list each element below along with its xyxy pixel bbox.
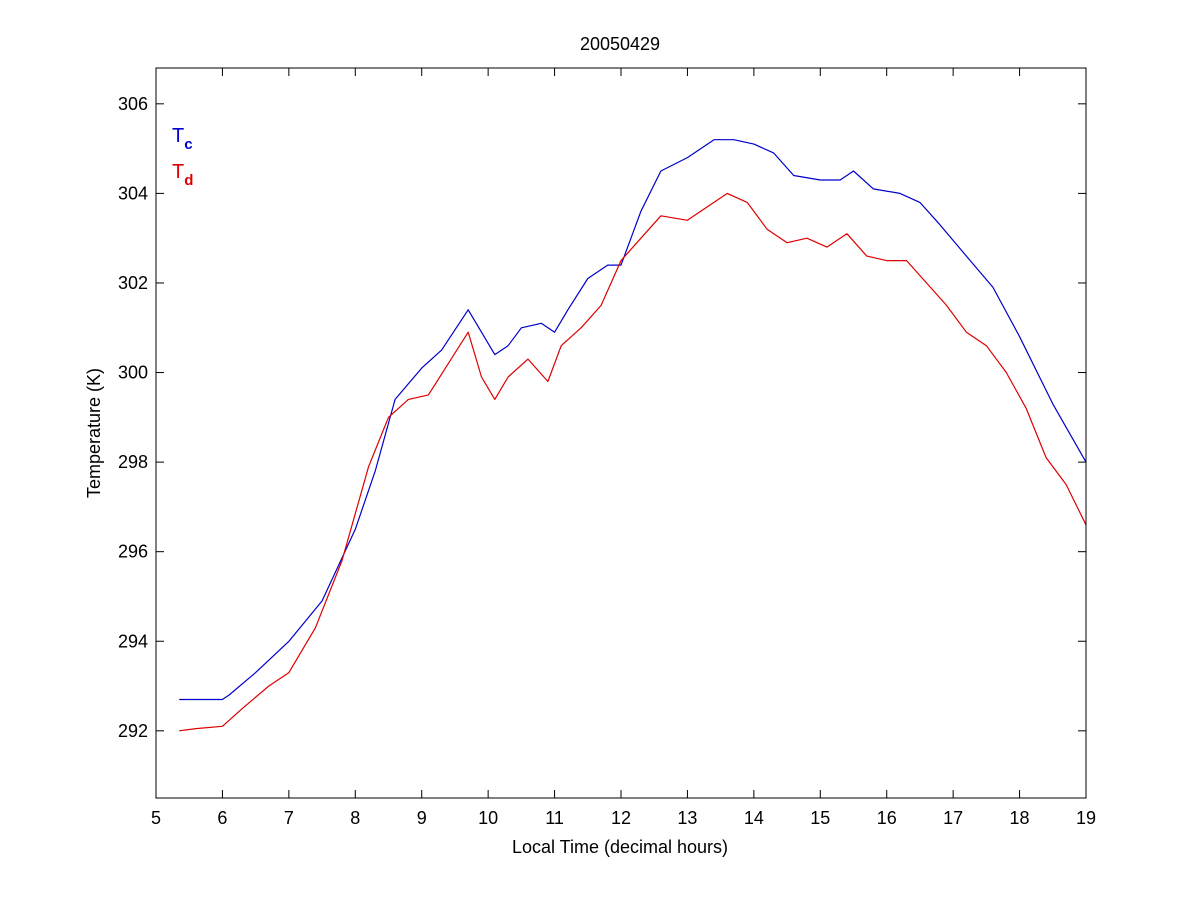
- legend-tc-subscript: c: [184, 136, 192, 153]
- y-tick-label: 302: [118, 273, 148, 293]
- x-tick-label: 15: [810, 808, 830, 828]
- x-tick-label: 5: [151, 808, 161, 828]
- y-tick-label: 300: [118, 363, 148, 383]
- x-tick-label: 17: [943, 808, 963, 828]
- x-tick-label: 12: [611, 808, 631, 828]
- x-axis: 5 6 7 8 9 10 11 12 13 14 15 16 17 18 19: [151, 68, 1096, 828]
- x-tick-label: 18: [1010, 808, 1030, 828]
- chart-title: 20050429: [580, 34, 660, 54]
- legend-tc-base: T: [172, 125, 184, 147]
- x-tick-label: 10: [478, 808, 498, 828]
- x-tick-label: 7: [284, 808, 294, 828]
- series-line-0: [179, 139, 1086, 701]
- x-axis-label: Local Time (decimal hours): [512, 837, 728, 857]
- legend-entry-tc: Tc: [172, 125, 193, 153]
- x-tick-label: 16: [877, 808, 897, 828]
- legend-td-base: T: [172, 161, 184, 183]
- x-tick-label: 11: [545, 808, 564, 828]
- x-tick-label: 13: [677, 808, 697, 828]
- y-tick-label: 304: [118, 183, 148, 203]
- y-tick-label: 296: [118, 542, 148, 562]
- legend-entry-td: Td: [172, 161, 193, 189]
- y-axis-label: Temperature (K): [84, 368, 104, 498]
- series-layer: [179, 139, 1086, 732]
- y-tick-label: 306: [118, 94, 148, 114]
- y-tick-label: 294: [118, 631, 148, 651]
- x-tick-label: 9: [417, 808, 427, 828]
- y-axis: 292 294 296 298 300 302 304 306: [118, 94, 1086, 741]
- x-tick-label: 6: [217, 808, 227, 828]
- legend: Tc Td: [172, 125, 193, 189]
- legend-td-subscript: d: [184, 172, 193, 189]
- y-tick-label: 298: [118, 452, 148, 472]
- x-tick-label: 8: [350, 808, 360, 828]
- x-tick-label: 19: [1076, 808, 1096, 828]
- series-line-1: [179, 192, 1086, 732]
- y-tick-label: 292: [118, 721, 148, 741]
- x-tick-label: 14: [744, 808, 764, 828]
